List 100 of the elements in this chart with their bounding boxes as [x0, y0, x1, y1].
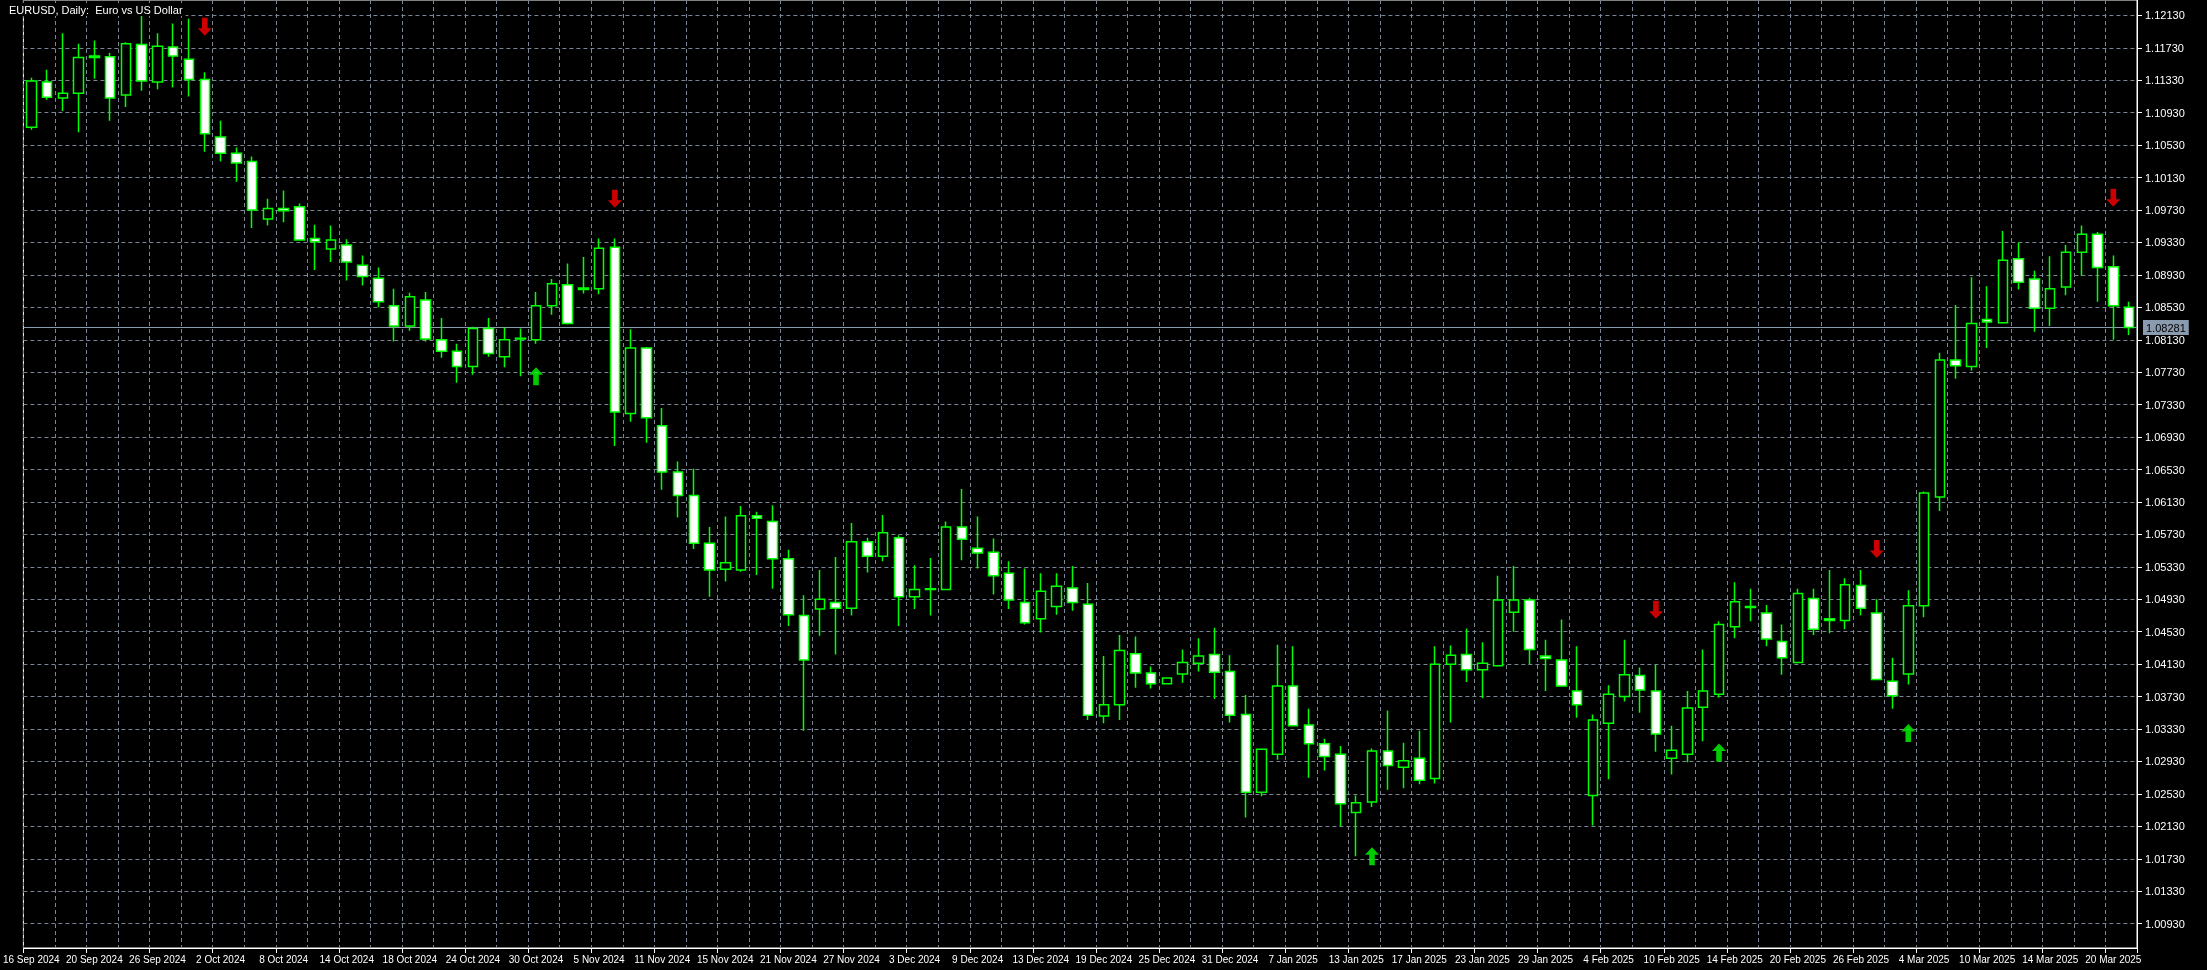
x-tick-label: 27 Nov 2024 — [823, 953, 881, 965]
y-tick-label: 1.11330 — [2145, 74, 2184, 87]
point — [2106, 188, 2121, 207]
candlestick — [1429, 645, 1441, 785]
candlestick — [199, 71, 211, 153]
candlestick — [845, 522, 858, 617]
candlestick — [656, 407, 668, 491]
candlestick — [277, 189, 290, 223]
candlestick — [1729, 581, 1741, 639]
candlestick — [782, 549, 795, 627]
candlestick — [1145, 665, 1157, 690]
candlestick — [404, 292, 416, 332]
candlestick — [971, 515, 984, 570]
candlestick — [1508, 565, 1520, 633]
candlestick — [435, 317, 448, 359]
candlestick — [766, 504, 779, 590]
x-tick-label: 3 Dec 2024 — [889, 953, 941, 965]
x-tick-label: 13 Jan 2025 — [1328, 953, 1385, 965]
candlestick — [1523, 596, 1536, 665]
y-tick-label: 1.01330 — [2145, 885, 2185, 898]
y-tick-label: 1.07730 — [2145, 366, 2185, 379]
candlestick — [624, 328, 637, 423]
candlestick — [609, 237, 621, 447]
candlestick — [372, 266, 385, 309]
candlestick — [798, 594, 810, 732]
candlestick — [1287, 645, 1299, 728]
candlestick — [419, 291, 432, 343]
candlestick — [1192, 637, 1205, 673]
candlestick — [2012, 241, 2025, 291]
y-tick-label: 1.08130 — [2145, 333, 2185, 346]
x-tick-label: 14 Feb 2025 — [1706, 953, 1764, 965]
candlestick — [214, 120, 227, 163]
x-tick-label: 5 Nov 2024 — [573, 953, 626, 965]
candlestick — [498, 326, 511, 369]
x-tick-label: 20 Mar 2025 — [2085, 953, 2142, 965]
y-tick-label: 1.09330 — [2145, 236, 2185, 249]
x-tick-label: 23 Jan 2025 — [1454, 953, 1511, 965]
candlestick — [1240, 694, 1252, 819]
candlestick — [246, 155, 258, 229]
candlestick — [25, 77, 38, 131]
y-tick-label: 1.09730 — [2145, 204, 2185, 217]
candlestick — [57, 32, 69, 112]
candlestick — [688, 467, 700, 550]
candlestick — [1697, 648, 1709, 742]
point — [1901, 724, 1916, 743]
point — [529, 367, 544, 386]
candlestick — [1807, 588, 1820, 636]
candlestick — [1855, 569, 1867, 617]
candlestick — [2028, 270, 2041, 333]
candlestick — [482, 317, 495, 358]
candlestick — [593, 237, 605, 296]
x-tick-label: 30 Oct 2024 — [508, 953, 564, 965]
x-tick-label: 19 Dec 2024 — [1075, 953, 1133, 965]
candlestick — [1571, 645, 1583, 719]
candlestick — [1823, 569, 1836, 635]
candlestick — [703, 526, 716, 598]
y-tick-label: 1.04130 — [2145, 658, 2185, 671]
candlestick — [719, 515, 732, 583]
candlestick — [1208, 626, 1221, 700]
candlestick — [1997, 230, 2009, 325]
x-tick-label: 13 Dec 2024 — [1012, 953, 1070, 965]
x-tick-label: 14 Mar 2025 — [2022, 953, 2079, 965]
candlestick — [388, 287, 400, 343]
x-tick-label: 21 Nov 2024 — [760, 953, 818, 965]
candlestick — [293, 202, 306, 242]
candlestick — [1082, 582, 1094, 721]
candlestick — [672, 460, 684, 519]
candlestick — [230, 146, 243, 183]
candlestick — [1366, 747, 1378, 808]
point — [1648, 600, 1663, 619]
x-tick-label: 31 Dec 2024 — [1201, 953, 1259, 965]
candlestick — [1555, 618, 1568, 688]
candlestick — [1934, 352, 1946, 512]
y-tick-label: 1.10930 — [2145, 106, 2185, 119]
y-tick-label: 1.10530 — [2145, 139, 2185, 152]
y-tick-label: 1.04530 — [2145, 625, 2185, 638]
candlestick — [309, 223, 321, 271]
candlestick — [956, 488, 968, 562]
candlestick — [1618, 639, 1631, 703]
x-tick-label: 18 Oct 2024 — [382, 953, 438, 965]
x-tick-label: 11 Nov 2024 — [634, 953, 691, 965]
x-tick-label: 20 Sep 2024 — [66, 953, 124, 965]
x-tick-label: 17 Jan 2025 — [1391, 953, 1448, 965]
point — [1365, 847, 1379, 866]
candlestick — [1539, 639, 1552, 692]
x-tick-label: 14 Oct 2024 — [319, 953, 375, 965]
candlestick — [577, 256, 590, 295]
candlestick — [183, 17, 195, 98]
candlestick — [908, 564, 921, 610]
x-tick-label: 10 Mar 2025 — [1959, 953, 2016, 965]
candlestick — [325, 224, 337, 263]
y-tick-label: 1.03330 — [2145, 723, 2185, 736]
candlestick — [467, 326, 479, 376]
y-tick-label: 1.00930 — [2145, 917, 2185, 930]
candlestick — [2044, 255, 2056, 327]
candlestick — [2076, 224, 2088, 277]
candlestick — [1066, 565, 1079, 612]
candlestick — [924, 557, 937, 617]
y-tick-label: 1.05330 — [2145, 560, 2185, 573]
candlestick — [1460, 627, 1473, 683]
